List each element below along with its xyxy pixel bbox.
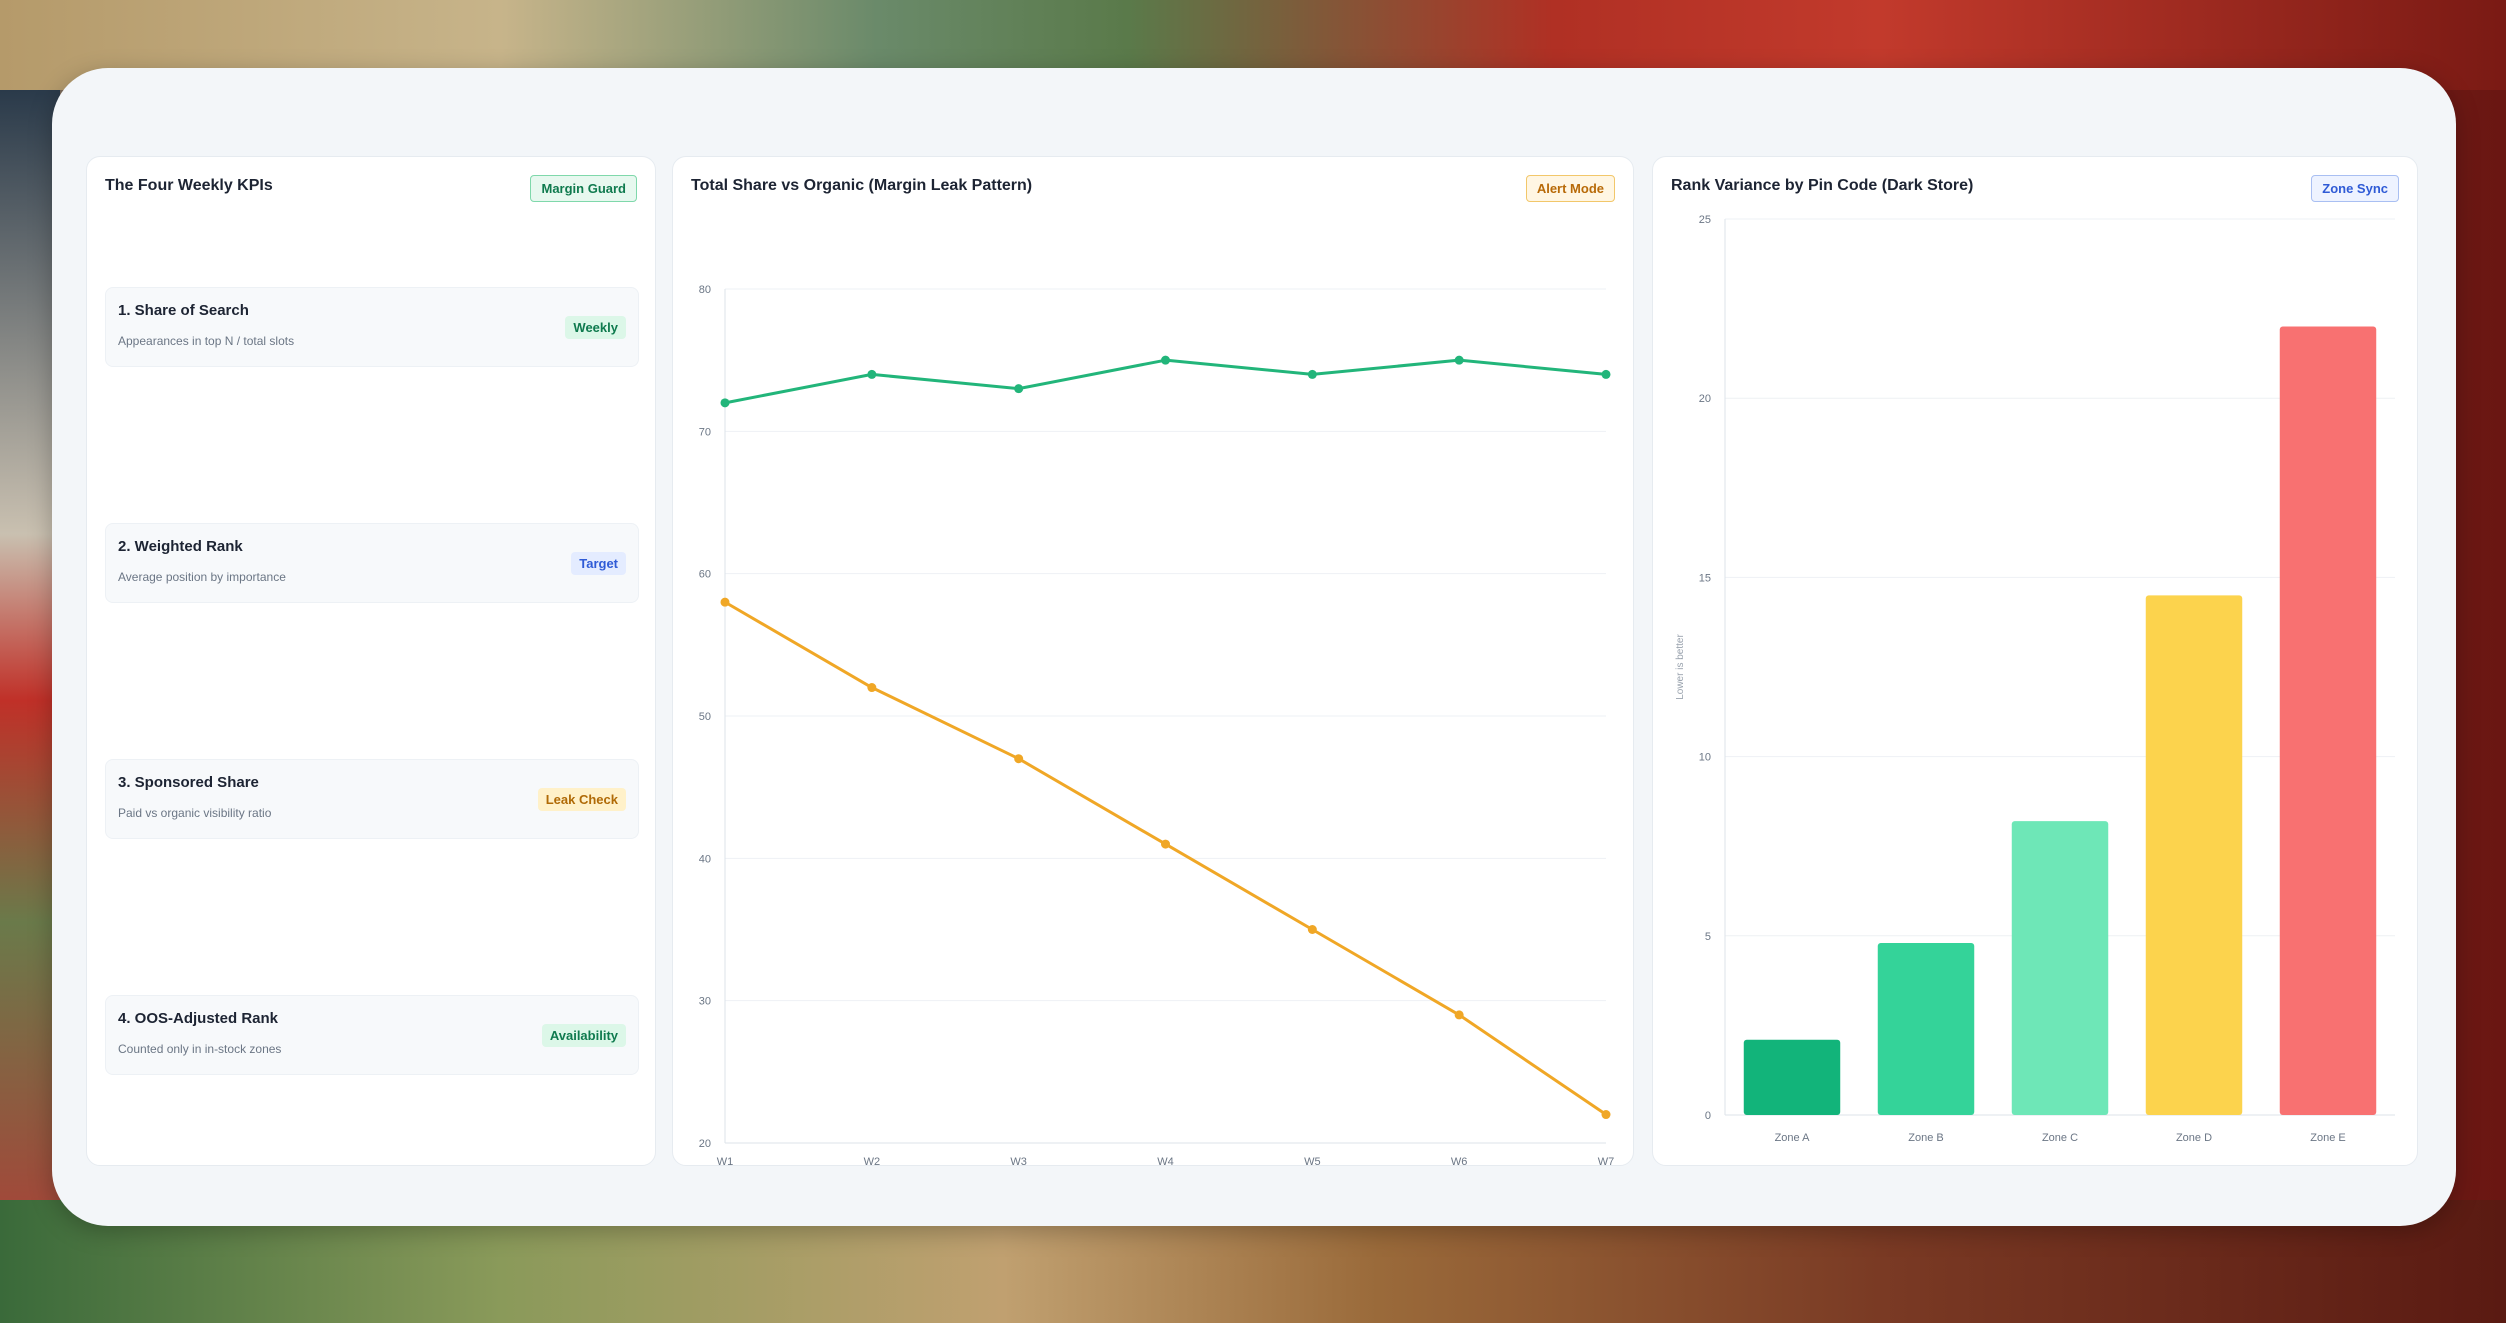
kpi-card-oos-adjusted-rank: 4. OOS-Adjusted Rank Counted only in in-… (105, 995, 639, 1075)
x-tick-label: Zone E (2310, 1132, 2345, 1144)
kpi-title: 1. Share of Search (118, 302, 249, 319)
kpi-pill: Availability (541, 1024, 626, 1047)
kpi-panel-title: The Four Weekly KPIs (105, 177, 273, 194)
data-point (867, 369, 877, 379)
kpi-subtitle: Counted only in in-stock zones (118, 1042, 282, 1056)
kpi-subtitle: Appearances in top N / total slots (118, 334, 295, 348)
alert-mode-badge: Alert Mode (1525, 175, 1615, 202)
data-point (1161, 839, 1170, 849)
kpi-card-sponsored-share: 3. Sponsored Share Paid vs organic visib… (105, 759, 639, 839)
kpi-title: 2. Weighted Rank (118, 538, 243, 555)
line-chart-panel: Total Share vs Organic (Margin Leak Patt… (672, 156, 1634, 1166)
kpi-card-share-of-search: 1. Share of Search Appearances in top N … (105, 287, 639, 367)
kpi-subtitle: Paid vs organic visibility ratio (118, 806, 272, 820)
y-tick-label: 20 (1699, 393, 1711, 405)
bar (2145, 595, 2243, 1115)
data-point (1014, 384, 1024, 394)
data-point (1307, 369, 1317, 379)
y-tick-label: 5 (1705, 931, 1711, 943)
x-tick-label: W5 (1304, 1156, 1321, 1165)
y-tick-label: 70 (699, 426, 711, 438)
bar (1743, 1039, 1841, 1115)
bar-chart: 0 5 10 15 20 25 Lower is better Zone A Zone B Zon… (1675, 214, 2395, 1144)
bar-chart-title: Rank Variance by Pin Code (Dark Store) (1671, 177, 1974, 194)
series-line (724, 358, 1607, 405)
x-tick-label: W3 (1010, 1156, 1027, 1165)
data-point (867, 683, 877, 693)
kpi-pill: Target (571, 552, 626, 575)
background-left (0, 90, 60, 1200)
data-point (720, 398, 730, 408)
x-tick-label: W1 (717, 1156, 734, 1165)
x-tick-label: W4 (1157, 1156, 1174, 1165)
kpi-pill: Weekly (565, 316, 626, 339)
dashboard-card: The Four Weekly KPIs Margin Guard 1. Sha… (52, 68, 2456, 1226)
y-tick-label: 20 (699, 1138, 711, 1150)
data-point (720, 597, 730, 607)
data-point (1161, 355, 1170, 365)
y-tick-label: 30 (699, 996, 711, 1008)
x-tick-label: Zone B (1908, 1132, 1943, 1144)
y-tick-label: 25 (1699, 214, 1711, 226)
kpi-subtitle: Average position by importance (118, 570, 286, 584)
y-tick-label: 15 (1699, 572, 1711, 584)
margin-guard-badge: Margin Guard (530, 175, 637, 202)
y-tick-label: 10 (1699, 752, 1711, 764)
x-tick-label: Zone D (2176, 1132, 2212, 1144)
x-tick-label: Zone A (1775, 1132, 1811, 1144)
line-chart-title: Total Share vs Organic (Margin Leak Patt… (691, 177, 1033, 194)
x-tick-label: W6 (1451, 1156, 1468, 1165)
kpi-pill: Leak Check (537, 788, 626, 811)
y-tick-label: 0 (1705, 1110, 1711, 1122)
bar (2279, 326, 2377, 1115)
kpi-card-weighted-rank: 2. Weighted Rank Average position by imp… (105, 523, 639, 603)
y-tick-label: 50 (699, 711, 711, 723)
data-point (1454, 355, 1464, 365)
data-point (1014, 754, 1024, 764)
bar-chart-panel: Rank Variance by Pin Code (Dark Store) Z… (1652, 156, 2418, 1166)
x-tick-label: Zone C (2042, 1132, 2078, 1144)
bar (1877, 942, 1975, 1115)
data-point (1601, 369, 1611, 379)
y-tick-label: 80 (699, 284, 711, 296)
kpi-panel: The Four Weekly KPIs Margin Guard 1. Sha… (86, 156, 656, 1166)
y-tick-label: 60 (699, 569, 711, 581)
line-chart: 20304050607080W1W2W3W4W5W6W7Total ShareO… (699, 284, 1615, 1165)
y-tick-label: 40 (699, 853, 711, 865)
kpi-title: 4. OOS-Adjusted Rank (118, 1010, 279, 1027)
data-point (1307, 925, 1317, 934)
bar (2011, 821, 2109, 1115)
data-point (1454, 1010, 1464, 1020)
y-axis-label: Lower is better (1675, 634, 1686, 700)
x-tick-label: W2 (864, 1156, 881, 1165)
data-point (1601, 1110, 1611, 1120)
kpi-title: 3. Sponsored Share (118, 774, 259, 791)
x-tick-label: W7 (1598, 1156, 1615, 1165)
zone-sync-badge: Zone Sync (2311, 175, 2399, 202)
